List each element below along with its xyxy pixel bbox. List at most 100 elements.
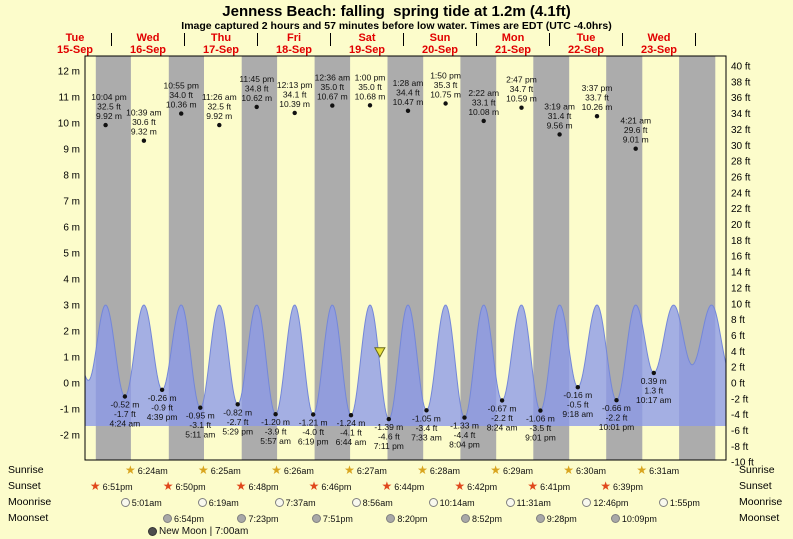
moonrise-time: 12:46pm: [593, 497, 629, 508]
moonrise-entry: 6:19am: [197, 496, 239, 509]
low-tide-dot: [348, 413, 354, 418]
moonrise-entry: 1:55pm: [658, 496, 700, 509]
moonrise-entry: 5:01am: [120, 496, 162, 509]
moonset-entry: 7:51pm: [311, 512, 353, 525]
sunrise-time: 6:30am: [576, 465, 607, 476]
low-tide-time: 6:19 pm: [298, 437, 329, 447]
sunrise-star-icon: ★: [417, 463, 428, 477]
sunset-entry: ★ 6:50pm: [163, 480, 206, 493]
sunrise-entry: ★ 6:31am: [636, 464, 679, 477]
day-header-dow: Tue: [66, 32, 85, 44]
sunset-star-icon: ★: [527, 479, 539, 493]
y-axis-label-m: -2 m: [60, 431, 80, 442]
high-tide-ft: 32.5 ft: [207, 102, 231, 112]
sunrise-star-icon: ★: [124, 463, 136, 477]
low-tide-time: 6:44 am: [336, 437, 367, 447]
y-axis-label-m: 10 m: [58, 119, 80, 130]
low-tide-m: -0.52 m: [110, 400, 139, 410]
moonset-time: 8:52pm: [471, 513, 502, 524]
sunset-time: 6:42pm: [467, 481, 498, 492]
high-tide-m: 10.68 m: [355, 91, 386, 101]
high-tide-ft: 33.1 ft: [472, 97, 496, 107]
y-axis-label-ft: 40 ft: [731, 62, 751, 73]
low-tide-dot: [198, 405, 203, 410]
y-axis-label-m: 3 m: [63, 301, 80, 312]
moonset-time: 10:09pm: [621, 513, 657, 524]
high-tide-time: 11:26 am: [202, 92, 237, 102]
y-axis-label-ft: -6 ft: [731, 426, 748, 437]
sunset-time: 6:51pm: [102, 481, 133, 492]
day-header-date: 22-Sep: [568, 44, 604, 56]
y-axis-label-ft: 14 ft: [731, 268, 751, 279]
low-tide-time: 7:11 pm: [374, 441, 404, 451]
high-tide-time: 2:22 am: [468, 88, 499, 98]
sunset-star-icon: ★: [308, 479, 320, 493]
sunset-entry: ★ 6:48pm: [236, 480, 279, 493]
low-tide-dot: [235, 402, 240, 407]
low-tide-ft: -4.0 ft: [302, 427, 324, 437]
moonset-time: 9:28pm: [546, 513, 577, 524]
high-tide-ft: 34.1 ft: [283, 89, 307, 99]
high-tide-dot: [443, 101, 448, 106]
low-tide-m: -0.82 m: [223, 407, 252, 417]
sunset-star-icon: ★: [454, 479, 466, 493]
low-tide-time: 8:24 am: [487, 422, 518, 432]
moonrise-time: 1:55pm: [669, 497, 700, 508]
day-header-date: 19-Sep: [349, 44, 385, 56]
low-tide-time: 5:57 am: [260, 436, 291, 446]
y-axis-label-ft: 26 ft: [731, 173, 751, 184]
low-tide-dot: [538, 408, 543, 413]
sunrise-entry: ★ 6:27am: [344, 464, 387, 477]
moonset-circle-icon: [460, 514, 470, 523]
day-header-dow: Mon: [502, 32, 525, 44]
high-tide-dot: [557, 132, 562, 137]
high-tide-time: 12:36 am: [315, 73, 350, 83]
moonset-circle-icon: [162, 514, 172, 523]
high-tide-time: 10:04 pm: [91, 92, 126, 102]
high-tide-dot: [179, 111, 184, 116]
moonrise-time: 6:19am: [208, 497, 239, 508]
sunrise-entry: ★ 6:30am: [563, 464, 606, 477]
moonset-circle-icon: [610, 514, 620, 523]
low-tide-m: -0.67 m: [488, 403, 517, 413]
y-axis-label-ft: -8 ft: [731, 442, 748, 453]
moonrise-entry: 10:14am: [428, 496, 475, 509]
sunrise-time: 6:28am: [429, 465, 460, 476]
y-axis-label-ft: -2 ft: [731, 394, 748, 405]
low-tide-m: -1.33 m: [450, 421, 479, 431]
moonset-entry: 10:09pm: [610, 512, 657, 525]
high-tide-ft: 35.0 ft: [321, 82, 345, 92]
row-label-right-moonset: Moonset: [739, 512, 780, 524]
high-tide-m: 10.62 m: [241, 93, 272, 103]
sunrise-time: 6:27am: [356, 465, 387, 476]
low-tide-dot: [273, 412, 278, 417]
y-axis-label-ft: 36 ft: [731, 93, 751, 104]
low-tide-m: -1.24 m: [337, 418, 366, 428]
y-axis-label-m: 4 m: [63, 275, 80, 286]
sunrise-entry: ★ 6:29am: [490, 464, 533, 477]
sunrise-star-icon: ★: [563, 463, 575, 477]
y-axis-label-m: 8 m: [63, 171, 80, 182]
day-header-dow: Fri: [287, 32, 301, 44]
high-tide-m: 10.08 m: [468, 107, 499, 117]
low-tide-dot: [424, 408, 429, 413]
y-axis-label-m: 2 m: [63, 327, 80, 338]
y-axis-label-ft: 22 ft: [731, 204, 751, 215]
row-label-right-sunset: Sunset: [739, 480, 772, 492]
sunrise-star-icon: ★: [344, 463, 355, 477]
low-tide-ft: -3.4 ft: [416, 423, 438, 433]
moonset-circle-icon: [311, 514, 321, 523]
y-axis-label-ft: 28 ft: [731, 157, 751, 168]
low-tide-ft: -0.9 ft: [151, 402, 173, 412]
low-tide-dot: [575, 385, 580, 390]
high-tide-ft: 29.6 ft: [624, 125, 648, 135]
y-axis-label-m: 6 m: [63, 223, 80, 234]
row-label-left-sunrise: Sunrise: [8, 464, 44, 476]
moonset-entry: 8:52pm: [460, 512, 502, 525]
low-tide-ft: -3.9 ft: [265, 427, 287, 437]
high-tide-dot: [519, 105, 524, 110]
plot-frame: [84, 55, 727, 461]
moonset-entry: 7:23pm: [237, 512, 278, 525]
y-axis-label-ft: 34 ft: [731, 109, 751, 120]
sunset-time: 6:41pm: [540, 481, 571, 492]
